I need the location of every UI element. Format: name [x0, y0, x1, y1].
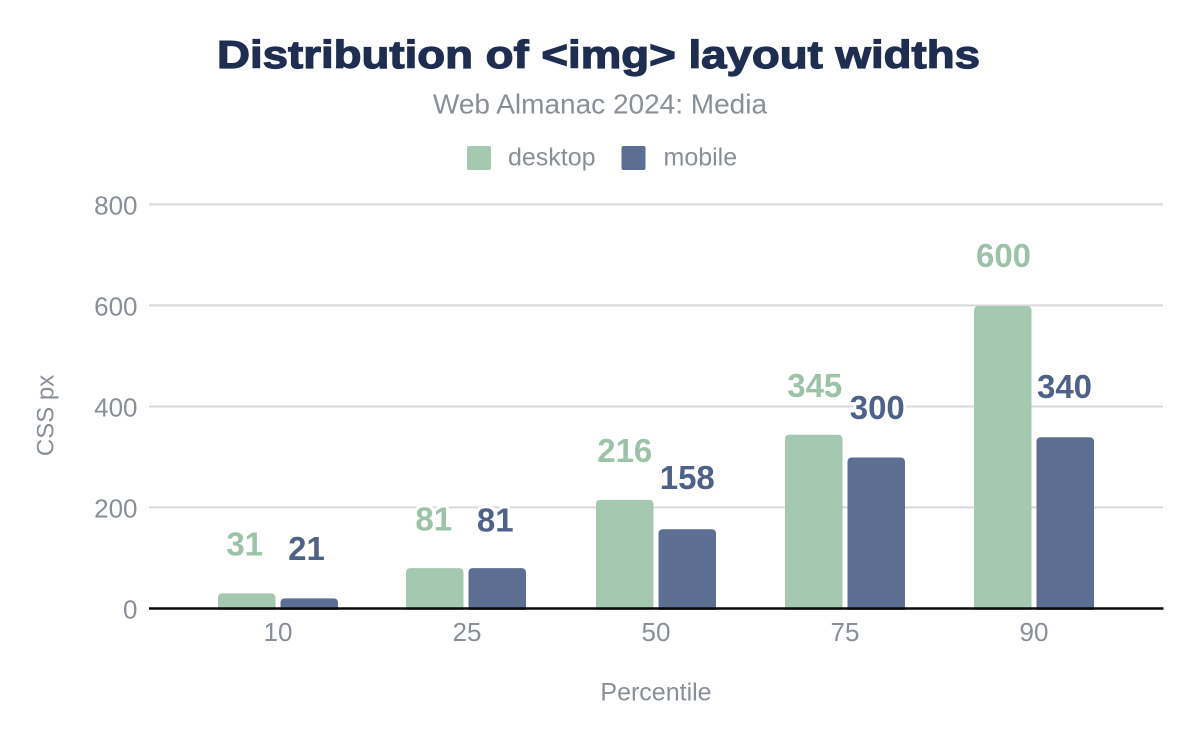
svg-text:90: 90	[1020, 617, 1049, 647]
svg-text:0: 0	[123, 595, 137, 625]
svg-text:10: 10	[264, 617, 293, 647]
svg-text:81: 81	[477, 501, 514, 538]
svg-text:216: 216	[597, 432, 652, 469]
svg-text:CSS px: CSS px	[33, 375, 60, 456]
svg-text:800: 800	[94, 190, 137, 220]
svg-text:Distribution of <img> layout w: Distribution of <img> layout widths	[217, 34, 980, 77]
svg-text:600: 600	[976, 237, 1031, 274]
svg-text:desktop: desktop	[508, 144, 596, 172]
svg-text:300: 300	[850, 389, 905, 426]
svg-text:21: 21	[288, 530, 325, 567]
svg-text:mobile: mobile	[664, 144, 738, 172]
svg-text:340: 340	[1037, 368, 1092, 405]
svg-text:50: 50	[642, 617, 671, 647]
svg-text:75: 75	[831, 617, 860, 647]
svg-text:400: 400	[94, 393, 137, 423]
svg-text:25: 25	[453, 617, 482, 647]
svg-text:81: 81	[415, 501, 452, 538]
svg-text:31: 31	[226, 525, 263, 562]
svg-text:Percentile: Percentile	[600, 679, 711, 707]
svg-text:345: 345	[787, 367, 842, 404]
svg-text:200: 200	[94, 494, 137, 524]
svg-text:158: 158	[660, 459, 715, 496]
svg-text:600: 600	[94, 292, 137, 322]
svg-text:Web Almanac 2024: Media: Web Almanac 2024: Media	[433, 89, 768, 120]
